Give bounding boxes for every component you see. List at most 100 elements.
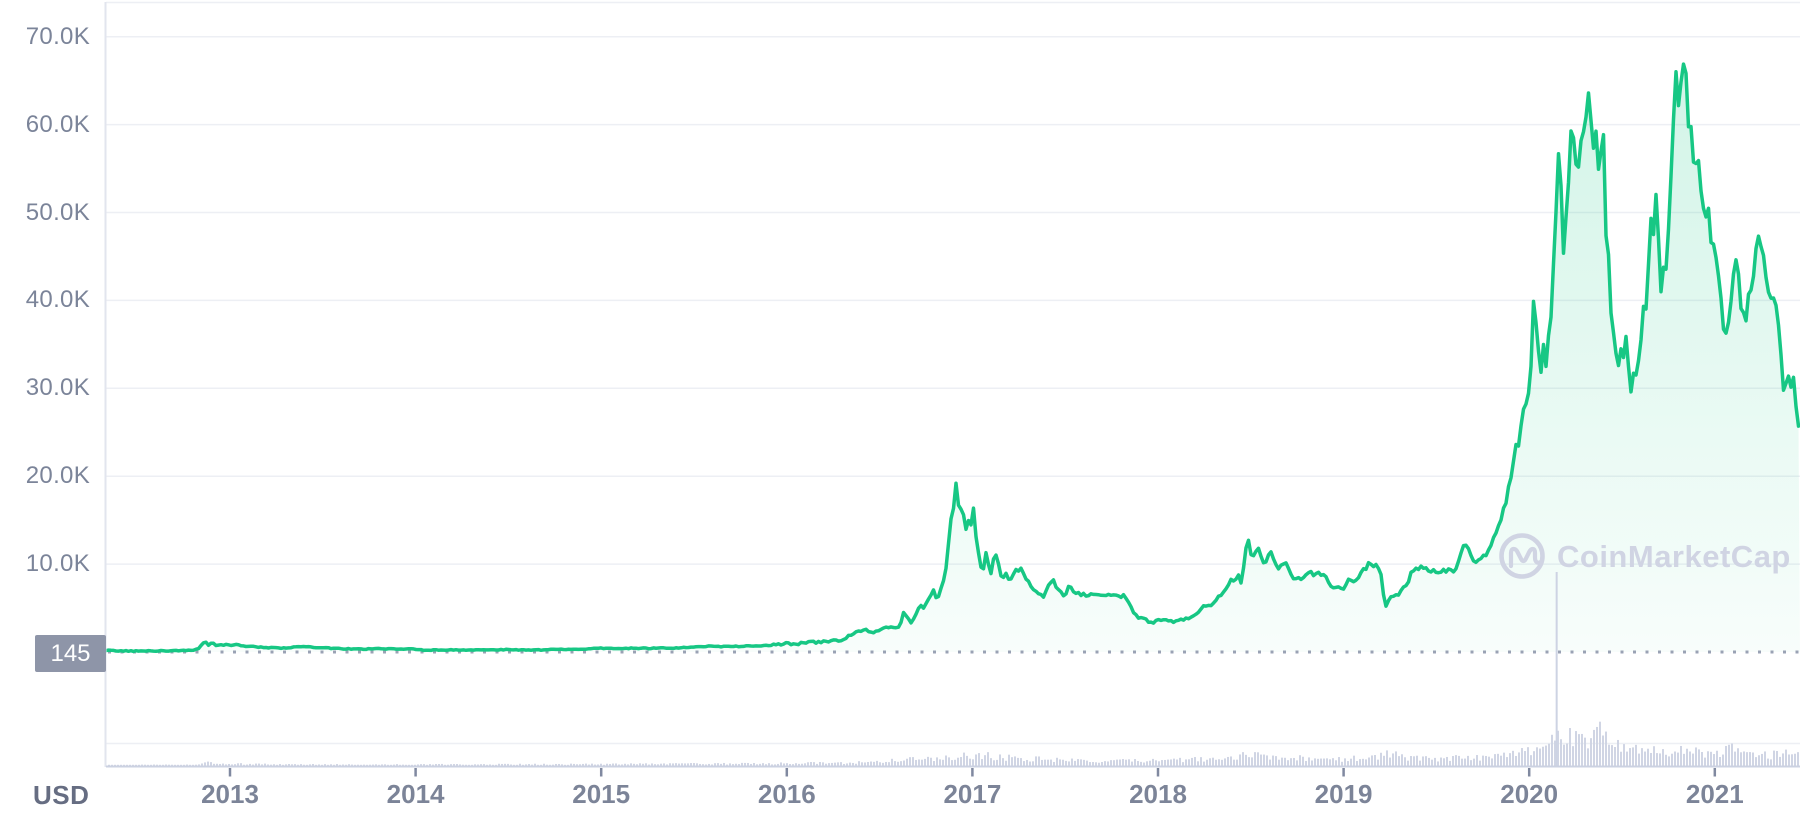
volume-bar — [546, 764, 548, 766]
volume-bar — [1560, 739, 1562, 766]
volume-bar — [312, 763, 314, 766]
volume-bar — [408, 764, 410, 766]
volume-bar — [936, 757, 938, 766]
volume-bar — [606, 763, 608, 766]
volume-bar — [1677, 752, 1679, 766]
x-axis-label: 2014 — [386, 779, 445, 809]
volume-bar — [489, 764, 491, 766]
volume-bar — [1275, 756, 1277, 766]
x-axis-label: 2020 — [1500, 779, 1559, 809]
volume-bar — [1641, 748, 1643, 766]
volume-bar — [1278, 759, 1280, 766]
volume-bar — [1491, 758, 1493, 766]
volume-bars[interactable] — [108, 572, 1799, 766]
volume-bar — [1656, 753, 1658, 766]
volume-bar — [204, 762, 206, 766]
volume-bar — [1737, 748, 1739, 766]
volume-bar — [168, 764, 170, 766]
volume-bar — [1215, 759, 1217, 766]
volume-bar — [603, 764, 605, 766]
volume-bar — [309, 764, 311, 766]
volume-bar — [576, 764, 578, 766]
volume-bar — [273, 764, 275, 766]
volume-bar — [720, 763, 722, 766]
volume-bar — [1620, 751, 1622, 766]
volume-bar — [624, 763, 626, 766]
volume-bar — [291, 764, 293, 766]
volume-bar — [642, 763, 644, 766]
volume-bar — [414, 764, 416, 766]
volume-bar — [1407, 760, 1409, 766]
volume-bar — [138, 764, 140, 766]
volume-bar — [183, 764, 185, 766]
volume-bar — [678, 763, 680, 766]
volume-bar — [903, 760, 905, 766]
volume-bar — [129, 764, 131, 766]
volume-bar — [864, 762, 866, 766]
volume-bar — [1227, 756, 1229, 766]
volume-bar — [756, 764, 758, 766]
volume-bar — [726, 764, 728, 766]
volume-bar — [702, 764, 704, 766]
volume-bar — [525, 764, 527, 766]
x-axis-label: 2016 — [757, 779, 816, 809]
volume-bar — [405, 764, 407, 766]
volume-bar — [534, 763, 536, 766]
currency-unit-label: USD — [33, 780, 90, 810]
volume-bar — [1305, 760, 1307, 766]
volume-bar — [1245, 754, 1247, 766]
volume-bar — [1293, 757, 1295, 766]
volume-bar — [111, 764, 113, 766]
volume-bar — [114, 764, 116, 766]
volume-bar — [822, 762, 824, 766]
volume-bar — [783, 763, 785, 766]
volume-bar — [600, 763, 602, 766]
volume-bar — [1203, 761, 1205, 766]
volume-bar — [363, 764, 365, 766]
volume-bar — [1497, 753, 1499, 766]
volume-bar — [579, 764, 581, 766]
volume-bar — [228, 763, 230, 766]
volume-bar — [915, 759, 917, 766]
volume-bar — [1650, 752, 1652, 766]
volume-bar — [891, 758, 893, 766]
volume-bar — [303, 764, 305, 766]
volume-bar — [723, 762, 725, 766]
volume-bar — [1791, 754, 1793, 766]
volume-bar — [1167, 759, 1169, 766]
volume-bar — [549, 764, 551, 766]
volume-bar — [1503, 752, 1505, 766]
volume-bar — [924, 758, 926, 766]
volume-bar — [588, 764, 590, 766]
volume-bar — [1398, 756, 1400, 766]
volume-bar — [963, 752, 965, 766]
volume-bar — [399, 764, 401, 766]
volume-bar — [1236, 759, 1238, 766]
volume-bar — [1716, 750, 1718, 766]
volume-bar — [1281, 757, 1283, 766]
volume-bar — [1551, 734, 1553, 766]
volume-bar — [1089, 762, 1091, 766]
volume-bar — [1395, 751, 1397, 766]
volume-bar — [426, 764, 428, 766]
volume-bar — [1350, 758, 1352, 766]
volume-bar — [789, 764, 791, 766]
volume-bar — [564, 764, 566, 766]
volume-bar — [786, 763, 788, 766]
volume-bar — [1152, 758, 1154, 766]
volume-bar — [1587, 748, 1589, 766]
volume-bar — [1020, 758, 1022, 766]
volume-bar — [1569, 728, 1571, 766]
volume-bar — [1746, 752, 1748, 766]
volume-bar — [810, 762, 812, 766]
y-axis-label: 30.0K — [25, 374, 90, 402]
volume-bar — [501, 763, 503, 766]
volume-bar — [453, 764, 455, 766]
volume-bar — [618, 764, 620, 766]
volume-bar — [747, 762, 749, 766]
volume-bar — [885, 761, 887, 766]
volume-bar — [1158, 761, 1160, 766]
volume-bar — [1644, 751, 1646, 766]
volume-bar — [1725, 745, 1727, 766]
